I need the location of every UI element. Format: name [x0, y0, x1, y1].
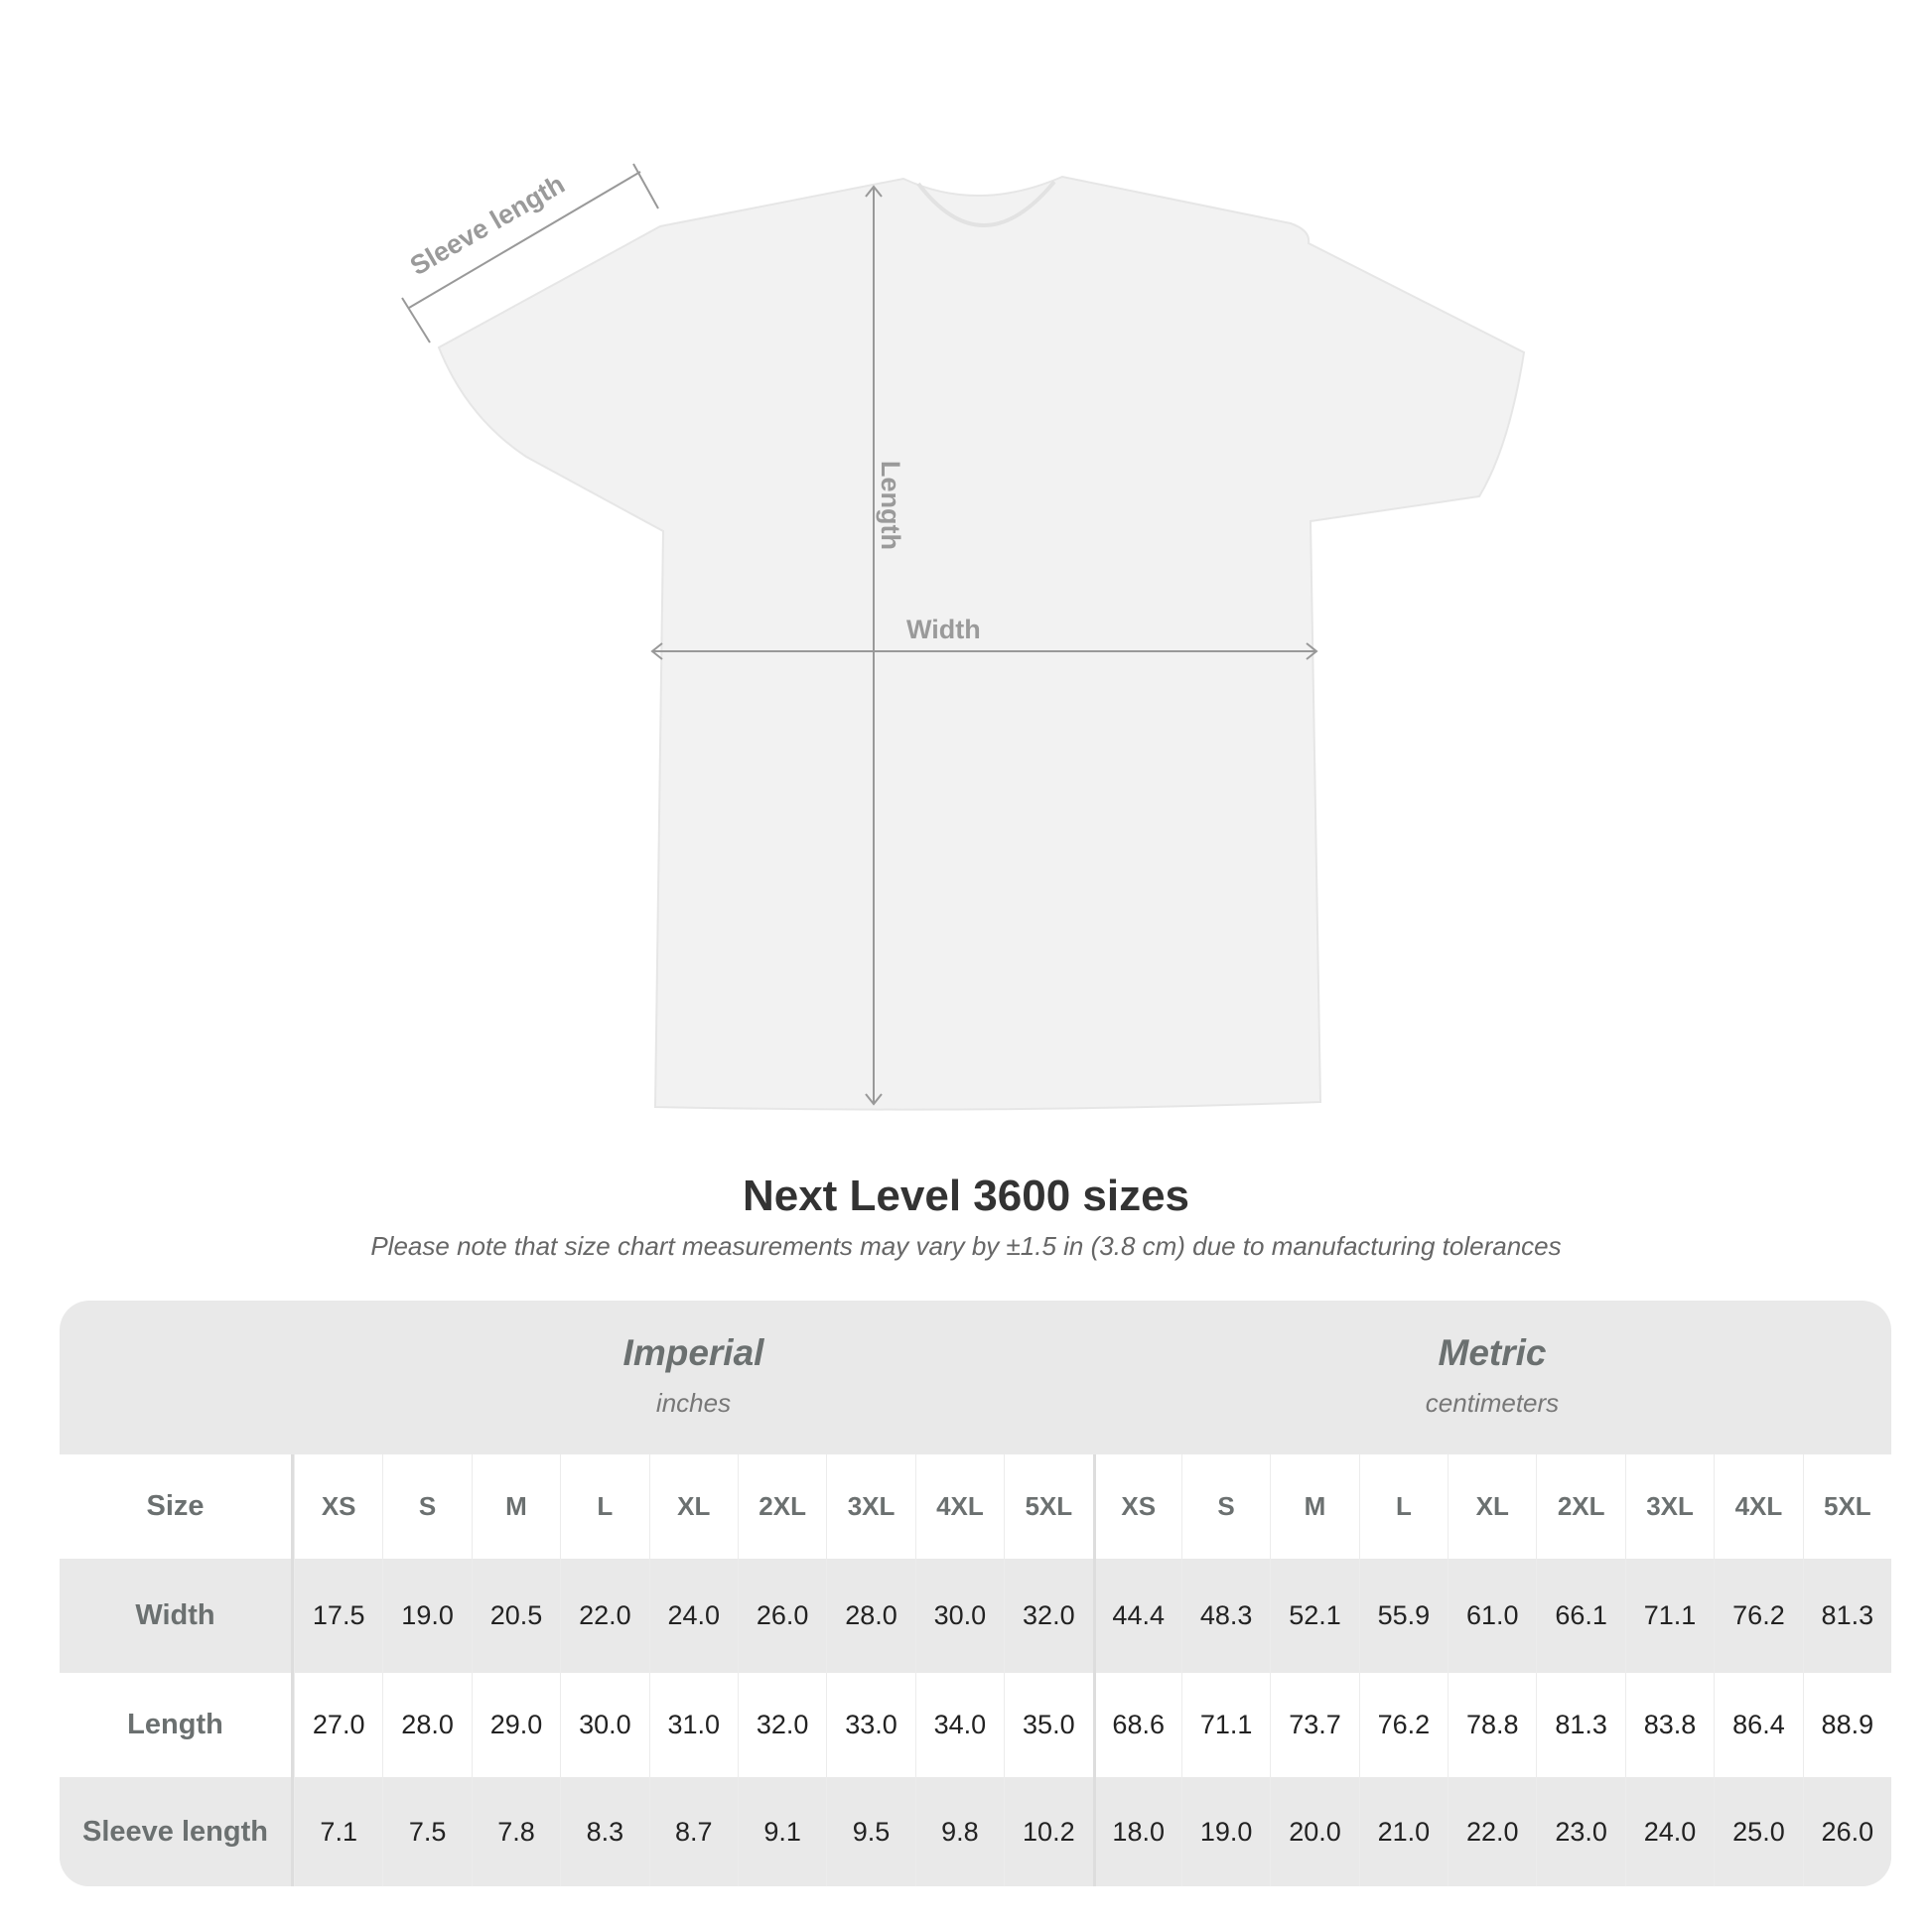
imperial-value-cell: 32.0 [737, 1673, 826, 1777]
imperial-title: Imperial [622, 1332, 764, 1373]
imperial-size-xl: XL [648, 1454, 738, 1559]
metric-value-cell: 61.0 [1448, 1559, 1536, 1673]
metric-title: Metric [1438, 1332, 1547, 1373]
tolerance-note: Please note that size chart measurements… [370, 1231, 1562, 1261]
metric-value-cell: 23.0 [1536, 1777, 1624, 1886]
metric-size-xl: XL [1448, 1454, 1536, 1559]
metric-size-5xl: 5XL [1802, 1454, 1891, 1559]
metric-size-m: M [1270, 1454, 1358, 1559]
collar [916, 180, 1056, 227]
length-row: Length 27.0 28.0 29.0 30.0 31.0 32.0 33.0 34.0 35… [60, 1673, 1891, 1777]
imperial-value-cell: 10.2 [1004, 1777, 1092, 1886]
metric-value-cell: 24.0 [1624, 1777, 1714, 1886]
imperial-value-cell: 31.0 [648, 1673, 738, 1777]
imperial-size-xs: XS [294, 1454, 382, 1559]
imperial-value-cell: 9.1 [737, 1777, 826, 1886]
imperial-value-cell: 34.0 [914, 1673, 1004, 1777]
size-table: Imperial inches Metric centimeters Size X… [60, 1301, 1891, 1886]
metric-value-cell: 22.0 [1448, 1777, 1536, 1886]
imperial-size-m: M [471, 1454, 560, 1559]
imperial-size-4xl: 4XL [914, 1454, 1004, 1559]
imperial-value-cell: 24.0 [648, 1559, 738, 1673]
imperial-size-5xl: 5XL [1004, 1454, 1092, 1559]
page-title: Next Level 3600 sizes [742, 1172, 1190, 1220]
metric-value-cell: 88.9 [1802, 1673, 1891, 1777]
metric-value-cell: 44.4 [1092, 1559, 1181, 1673]
metric-unit: centimeters [1425, 1388, 1560, 1418]
metric-value-cell: 76.2 [1358, 1673, 1448, 1777]
tshirt-diagram: Sleeve length Length Width [401, 163, 1526, 1111]
row-label: Sleeve length [60, 1777, 294, 1886]
metric-value-cell: 71.1 [1180, 1673, 1270, 1777]
imperial-value-cell: 7.1 [294, 1777, 382, 1886]
imperial-value-cell: 30.0 [560, 1673, 648, 1777]
imperial-value-cell: 17.5 [294, 1559, 382, 1673]
imperial-value-cell: 33.0 [826, 1673, 914, 1777]
row-label: Width [60, 1559, 294, 1673]
imperial-value-cell: 9.5 [826, 1777, 914, 1886]
imperial-value-cell: 19.0 [382, 1559, 471, 1673]
metric-value-cell: 73.7 [1270, 1673, 1358, 1777]
imperial-header: Imperial inches [294, 1301, 1093, 1454]
imperial-value-cell: 8.3 [560, 1777, 648, 1886]
metric-size-l: L [1358, 1454, 1448, 1559]
sleeve-length-row: Sleeve length 7.1 7.5 7.8 8.3 8.7 9.1 9.5 9.8 10.… [60, 1777, 1891, 1886]
imperial-value-cell: 7.5 [382, 1777, 471, 1886]
imperial-value-cell: 20.5 [471, 1559, 560, 1673]
tshirt-shape [437, 175, 1526, 1111]
sleeve-arrow [408, 171, 641, 309]
metric-size-2xl: 2XL [1536, 1454, 1624, 1559]
imperial-value-cell: 35.0 [1004, 1673, 1092, 1777]
metric-value-cell: 19.0 [1180, 1777, 1270, 1886]
imperial-size-3xl: 3XL [826, 1454, 914, 1559]
imperial-size-l: L [560, 1454, 648, 1559]
metric-value-cell: 55.9 [1358, 1559, 1448, 1673]
metric-value-cell: 86.4 [1714, 1673, 1802, 1777]
metric-value-cell: 81.3 [1802, 1559, 1891, 1673]
imperial-value-cell: 29.0 [471, 1673, 560, 1777]
imperial-size-2xl: 2XL [737, 1454, 826, 1559]
imperial-size-s: S [382, 1454, 471, 1559]
metric-value-cell: 76.2 [1714, 1559, 1802, 1673]
length-label: Length [876, 461, 905, 550]
metric-value-cell: 78.8 [1448, 1673, 1536, 1777]
imperial-value-cell: 26.0 [737, 1559, 826, 1673]
metric-value-cell: 71.1 [1624, 1559, 1714, 1673]
metric-value-cell: 52.1 [1270, 1559, 1358, 1673]
size-row: Size XS S M L XL 2XL 3XL 4XL 5XL XS S M L XL 2XL 3XL 4XL 5… [60, 1454, 1891, 1559]
metric-value-cell: 20.0 [1270, 1777, 1358, 1886]
size-header-label: Size [60, 1454, 294, 1559]
metric-value-cell: 21.0 [1358, 1777, 1448, 1886]
imperial-value-cell: 7.8 [471, 1777, 560, 1886]
imperial-value-cell: 8.7 [648, 1777, 738, 1886]
metric-size-3xl: 3XL [1624, 1454, 1714, 1559]
metric-size-4xl: 4XL [1714, 1454, 1802, 1559]
width-row: Width 17.5 19.0 20.5 22.0 24.0 26.0 28.0 30.0 32.… [60, 1559, 1891, 1673]
imperial-value-cell: 30.0 [914, 1559, 1004, 1673]
metric-header: Metric centimeters [1093, 1301, 1891, 1454]
metric-value-cell: 68.6 [1092, 1673, 1181, 1777]
row-label: Length [60, 1673, 294, 1777]
metric-value-cell: 25.0 [1714, 1777, 1802, 1886]
imperial-value-cell: 32.0 [1004, 1559, 1092, 1673]
metric-value-cell: 48.3 [1180, 1559, 1270, 1673]
imperial-unit: inches [655, 1388, 732, 1418]
imperial-value-cell: 9.8 [914, 1777, 1004, 1886]
imperial-value-cell: 27.0 [294, 1673, 382, 1777]
metric-value-cell: 26.0 [1802, 1777, 1891, 1886]
metric-value-cell: 66.1 [1536, 1559, 1624, 1673]
imperial-value-cell: 22.0 [560, 1559, 648, 1673]
metric-size-s: S [1180, 1454, 1270, 1559]
imperial-value-cell: 28.0 [826, 1559, 914, 1673]
width-label: Width [906, 615, 981, 644]
sleeve-label: Sleeve length [405, 169, 570, 281]
metric-value-cell: 81.3 [1536, 1673, 1624, 1777]
metric-value-cell: 83.8 [1624, 1673, 1714, 1777]
imperial-value-cell: 28.0 [382, 1673, 471, 1777]
metric-size-xs: XS [1092, 1454, 1181, 1559]
metric-value-cell: 18.0 [1092, 1777, 1181, 1886]
